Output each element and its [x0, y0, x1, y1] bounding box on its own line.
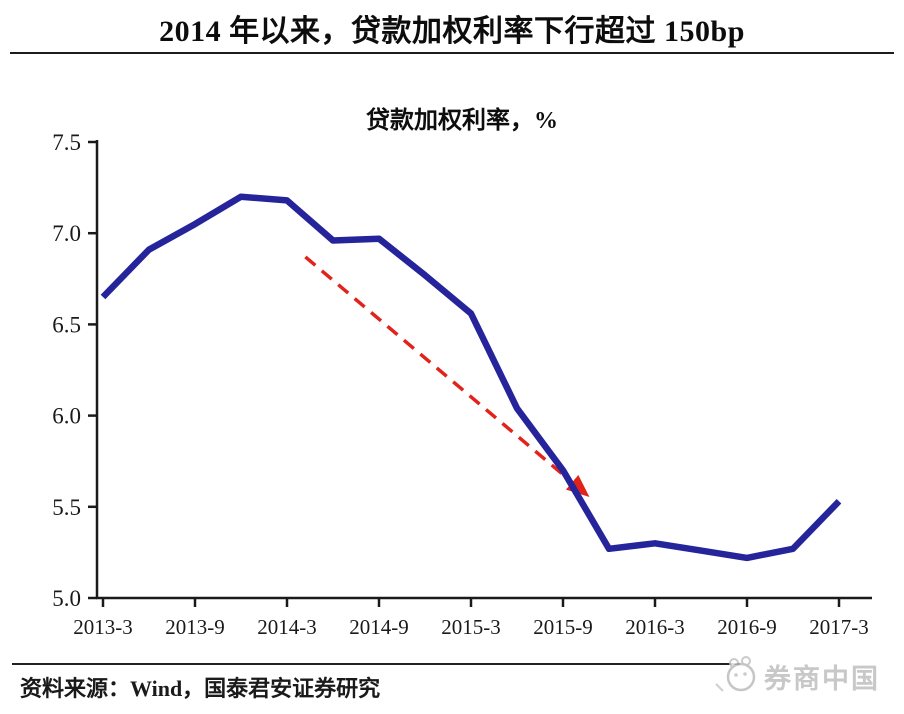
page-title: 2014 年以来，贷款加权利率下行超过 150bp [159, 15, 745, 48]
y-axis-tick-label: 6.5 [52, 312, 81, 337]
x-axis-tick-label: 2014-3 [257, 615, 317, 639]
y-axis-tick-label: 5.5 [52, 495, 81, 520]
brand-watermark: 券商中国 [712, 648, 898, 704]
y-axis-tick-label: 7.0 [52, 221, 81, 246]
title-divider [10, 52, 894, 54]
x-axis-tick-label: 2013-3 [73, 615, 133, 639]
source-note: 资料来源：Wind，国泰君安证券研究 [20, 676, 381, 701]
chart-title: 贷款加权利率，% [366, 108, 558, 134]
x-axis-tick-label: 2013-9 [165, 615, 225, 639]
watermark-label: 券商中国 [764, 663, 880, 694]
chart-series [100, 193, 842, 562]
y-axis-tick-label: 6.0 [52, 404, 81, 429]
panda-logo-icon [715, 656, 756, 692]
x-axis-tick-label: 2016-9 [717, 615, 777, 639]
x-axis-tick-label: 2015-3 [441, 615, 501, 639]
x-axis-tick-label: 2017-3 [809, 615, 869, 639]
y-axis-tick-label: 7.5 [52, 130, 81, 155]
x-axis-tick-label: 2014-9 [349, 615, 409, 639]
y-axis-tick-label: 5.0 [52, 586, 81, 611]
chart-axes: 5.0 5.5 6.0 6.5 7.0 7.5 2013-3 2013-9 2014-3 2014… [52, 130, 872, 639]
x-axis-tick-label: 2015-9 [533, 615, 593, 639]
x-axis-tick-label: 2016-3 [625, 615, 685, 639]
footer-divider [12, 663, 740, 665]
data-line-loan-weighted-rate [100, 193, 842, 562]
trend-arrow [304, 255, 590, 497]
